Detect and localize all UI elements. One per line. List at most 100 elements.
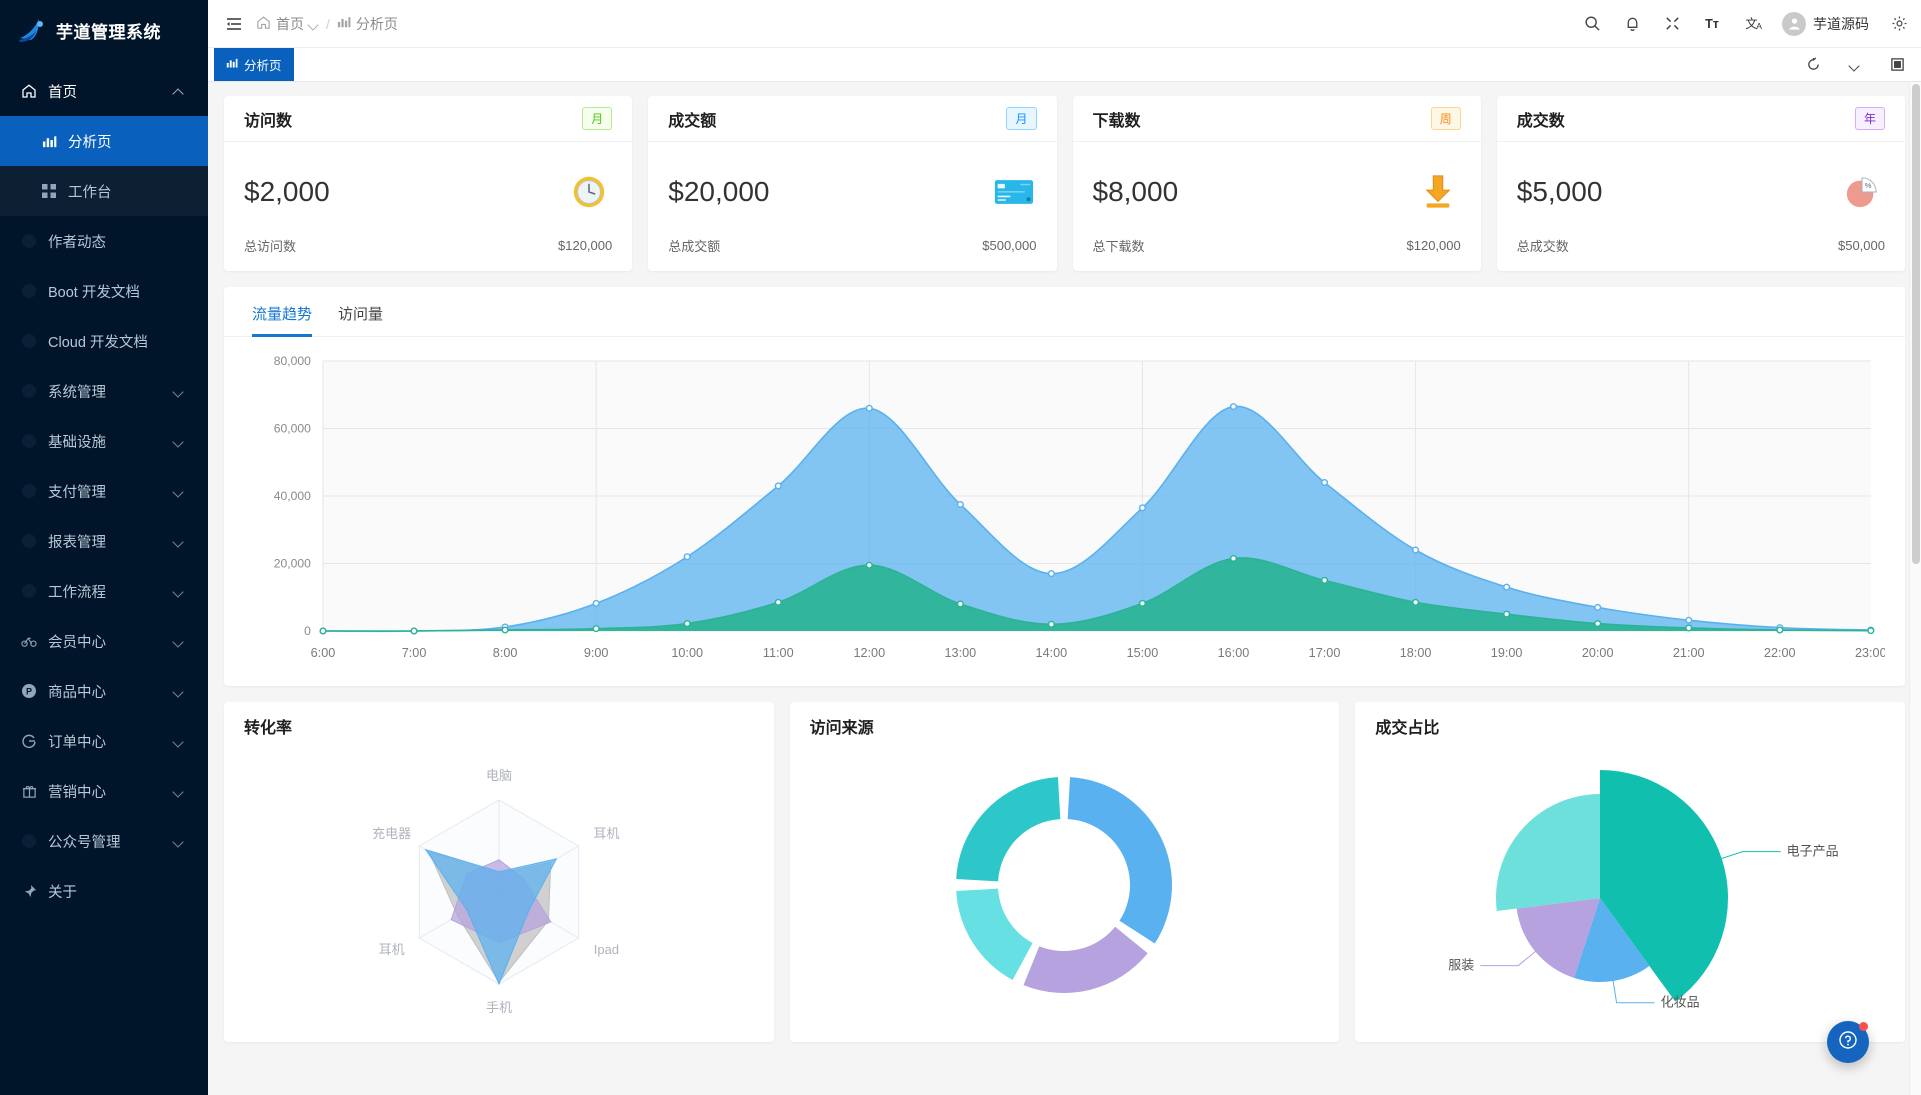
chevron-up-icon — [174, 88, 188, 94]
sidebar-item-analysis[interactable]: 分析页 — [0, 116, 208, 166]
top-bar: 首页 / 分析页 — [208, 0, 1921, 48]
page-tab-bar: 分析页 — [208, 48, 1921, 82]
chevron-down-icon — [174, 738, 188, 744]
breadcrumb-home-label: 首页 — [276, 15, 304, 32]
notification-dot — [1859, 1022, 1868, 1031]
status-badge: 年 — [1854, 107, 1885, 130]
trend-panel: 流量趋势 访问量 0 20,000 40,000 60,000 80,000 6:00 7:… — [224, 287, 1905, 686]
sidebar-item-official-account[interactable]: 公众号管理 — [0, 816, 208, 866]
svg-text:9:00: 9:00 — [584, 646, 609, 660]
bell-icon[interactable] — [1622, 14, 1642, 34]
card-foot-label: 总成交数 — [1516, 239, 1569, 254]
bike-icon — [18, 634, 40, 648]
svg-text:23:00: 23:00 — [1855, 646, 1885, 660]
svg-text:11:00: 11:00 — [763, 646, 794, 660]
dot-icon — [18, 234, 40, 248]
sidebar-item-label: 作者动态 — [48, 234, 106, 251]
sidebar-item-workbench[interactable]: 工作台 — [0, 166, 208, 216]
sidebar-item-label: Boot 开发文档 — [48, 284, 140, 301]
card-foot-value: $50,000 — [1838, 238, 1885, 253]
sidebar-item-order[interactable]: 订单中心 — [0, 716, 208, 766]
chart-bar-icon — [337, 15, 351, 32]
content-scrollbar[interactable] — [1909, 82, 1921, 1095]
bottom-panels-row: 转化率 电脑 耳机 Ipad 手机 耳机 充电器 访问来源 — [224, 702, 1905, 1042]
card-body: $5,000 % 总成交数 $50,000 — [1497, 142, 1905, 271]
page-content: 访问数 月 $2,000 — [208, 82, 1921, 1095]
breadcrumb-separator: / — [326, 15, 330, 32]
svg-text:12:00: 12:00 — [853, 646, 885, 660]
tab-traffic-trend[interactable]: 流量趋势 — [252, 303, 313, 337]
sidebar-item-payment[interactable]: 支付管理 — [0, 466, 208, 516]
p-circle-icon: P — [18, 683, 40, 699]
breadcrumb-home[interactable]: 首页 — [256, 14, 319, 34]
sidebar-item-about[interactable]: 关于 — [0, 866, 208, 916]
svg-text:60,000: 60,000 — [274, 422, 311, 436]
chart-bar-icon — [226, 57, 238, 72]
dot-icon — [18, 284, 40, 298]
sidebar-item-author-news[interactable]: 作者动态 — [0, 216, 208, 266]
sidebar-item-marketing[interactable]: 营销中心 — [0, 766, 208, 816]
brand[interactable]: 芋道管理系统 — [0, 0, 208, 60]
tab-analysis[interactable]: 分析页 — [214, 48, 294, 81]
card-foot-value: $120,000 — [558, 238, 613, 253]
menu-fold-icon[interactable] — [224, 14, 244, 34]
svg-text:文: 文 — [1745, 16, 1757, 31]
panel-conversion-rate: 转化率 电脑 耳机 Ipad 手机 耳机 充电器 — [224, 702, 774, 1042]
chevron-down-icon — [174, 688, 188, 694]
breadcrumb-current-label: 分析页 — [355, 15, 398, 32]
gear-icon[interactable] — [1889, 14, 1909, 34]
font-size-icon[interactable]: Tт — [1702, 14, 1722, 34]
breadcrumb-current: 分析页 — [337, 14, 398, 34]
sidebar-item-product[interactable]: P 商品中心 — [0, 666, 208, 716]
sidebar-item-boot-docs[interactable]: Boot 开发文档 — [0, 266, 208, 316]
svg-text:P: P — [26, 687, 32, 697]
card-footer: 总成交数 $50,000 — [1517, 236, 1885, 255]
card-value: $2,000 — [244, 176, 330, 207]
svg-text:10:00: 10:00 — [671, 646, 703, 660]
question-circle-icon — [1837, 1029, 1859, 1056]
fullscreen-icon[interactable] — [1662, 14, 1682, 34]
download-icon — [1415, 171, 1461, 213]
panel-header: 转化率 — [224, 702, 774, 750]
dot-icon — [18, 584, 40, 598]
card-foot-value: $120,000 — [1406, 238, 1461, 253]
sidebar-item-system[interactable]: 系统管理 — [0, 366, 208, 416]
sidebar-item-label: 支付管理 — [48, 484, 106, 501]
card-foot-label: 总访问数 — [244, 239, 297, 254]
stat-cards-row: 访问数 月 $2,000 — [224, 96, 1905, 271]
svg-text:A: A — [1756, 21, 1762, 31]
page-tabs: 分析页 — [208, 48, 294, 81]
svg-text:80,000: 80,000 — [274, 354, 311, 368]
panel-deal-share: 成交占比 电子产品 化妆品 服装 — [1355, 702, 1905, 1042]
svg-text:电子产品: 电子产品 — [1787, 844, 1839, 859]
sidebar-item-home[interactable]: 首页 — [0, 66, 208, 116]
chevron-down-icon[interactable] — [1845, 55, 1865, 75]
refresh-icon[interactable] — [1803, 55, 1823, 75]
svg-text:耳机: 耳机 — [378, 942, 404, 957]
sidebar-item-cloud-docs[interactable]: Cloud 开发文档 — [0, 316, 208, 366]
panel-title: 访问来源 — [809, 720, 874, 737]
trend-chart: 0 20,000 40,000 60,000 80,000 6:00 7:00 8:00 9:0… — [224, 337, 1905, 686]
svg-text:13:00: 13:00 — [945, 646, 977, 660]
translate-icon[interactable]: 文 A — [1742, 14, 1762, 34]
sidebar-item-label: 营销中心 — [48, 784, 106, 801]
panel-title: 成交占比 — [1375, 720, 1440, 737]
maximize-icon[interactable] — [1887, 55, 1907, 75]
sidebar-item-infrastructure[interactable]: 基础设施 — [0, 416, 208, 466]
scrollbar-thumb[interactable] — [1912, 84, 1920, 564]
chevron-down-icon — [174, 788, 188, 794]
help-fab-button[interactable] — [1827, 1021, 1869, 1063]
sidebar-item-member[interactable]: 会员中心 — [0, 616, 208, 666]
panel-body: 电脑 耳机 Ipad 手机 耳机 充电器 — [224, 750, 774, 1025]
sidebar-item-workflow[interactable]: 工作流程 — [0, 566, 208, 616]
search-icon[interactable] — [1582, 14, 1602, 34]
card-main: $8,000 — [1093, 164, 1461, 220]
user-menu[interactable]: 芋道源码 — [1782, 11, 1869, 36]
dot-icon — [18, 434, 40, 448]
stat-card-turnover: 成交额 月 $20,000 — [648, 96, 1057, 271]
tab-visits[interactable]: 访问量 — [338, 306, 384, 323]
sidebar-item-report[interactable]: 报表管理 — [0, 516, 208, 566]
card-header: 下载数 周 — [1072, 96, 1481, 142]
chevron-down-icon — [174, 388, 188, 394]
svg-text:耳机: 耳机 — [593, 826, 619, 841]
